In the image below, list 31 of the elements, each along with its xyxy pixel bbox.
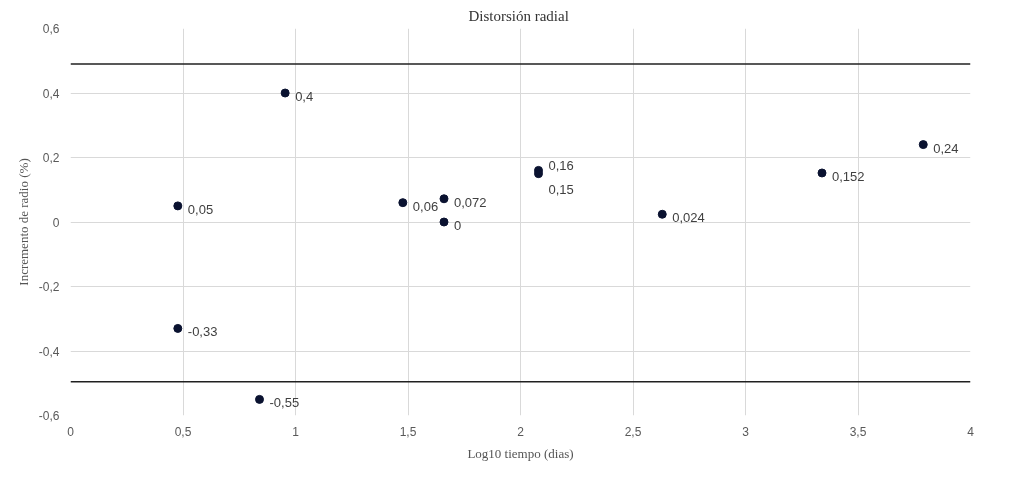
x-tick-label: 1,5 — [399, 424, 417, 439]
x-tick-label: 3,5 — [849, 424, 867, 439]
data-label: 0,05 — [187, 201, 214, 217]
data-label: 0,06 — [412, 198, 439, 214]
data-label: -0,55 — [269, 395, 300, 411]
y-tick-label: -0,2 — [38, 280, 60, 294]
x-tick-label: 0,5 — [174, 424, 192, 439]
data-label: 0,16 — [548, 158, 574, 174]
x-tick-label: 2 — [517, 424, 525, 439]
data-label: 0,4 — [295, 89, 314, 104]
data-label: 0,152 — [832, 168, 865, 184]
x-tick-label: 4 — [967, 424, 975, 439]
x-axis-title: Log10 tiempo (dias) — [467, 445, 574, 461]
data-label: 0,072 — [454, 194, 487, 210]
data-label: 0,24 — [933, 140, 959, 156]
x-tick-label: 1 — [292, 424, 300, 439]
y-tick-label: 0,2 — [42, 151, 60, 165]
x-tick-label: 2,5 — [624, 424, 642, 439]
y-tick-label: 0 — [52, 215, 60, 230]
data-label: 0,024 — [672, 210, 705, 226]
chart-title: Distorsión radial — [468, 7, 569, 24]
y-tick-label: 0,6 — [42, 22, 60, 36]
x-tick-label: 3 — [742, 424, 750, 439]
data-label: -0,33 — [187, 324, 218, 340]
data-label: 0 — [454, 218, 462, 233]
y-tick-label: -0,4 — [38, 344, 60, 359]
y-tick-label: -0,6 — [38, 409, 60, 423]
x-tick-label: 0 — [67, 424, 75, 439]
y-tick-label: 0,4 — [42, 86, 60, 101]
y-axis-title: Incremento de radio (%) — [15, 158, 31, 286]
data-label: 0,15 — [548, 181, 574, 197]
